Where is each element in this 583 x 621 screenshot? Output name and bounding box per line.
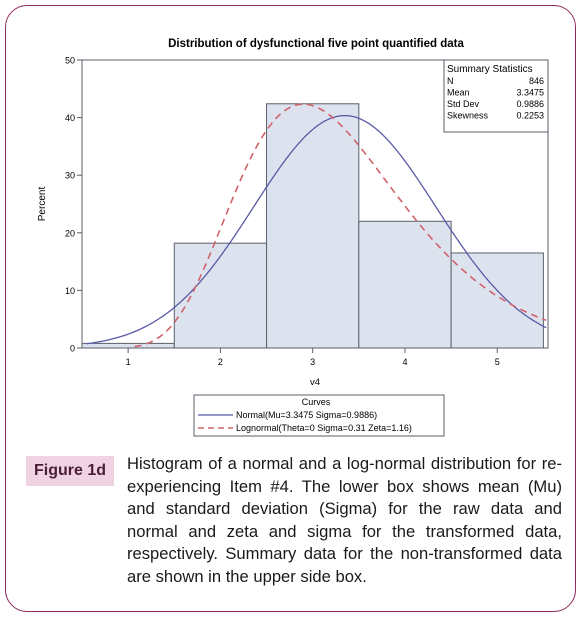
y-tick-label: 10: [65, 286, 75, 296]
summary-row-value: 3.3475: [516, 88, 544, 98]
summary-row-value: 0.9886: [516, 99, 544, 109]
y-tick-label: 40: [65, 113, 75, 123]
y-tick-label: 30: [65, 171, 75, 181]
curves-legend: Curves Normal(Mu=3.3475 Sigma=0.9886) Lo…: [193, 394, 445, 437]
summary-row-label: N: [447, 76, 454, 86]
y-tick-label: 50: [65, 56, 75, 66]
curves-legend-title: Curves: [302, 397, 331, 407]
legend-lognormal-label: Lognormal(Theta=0 Sigma=0.31 Zeta=1.16): [236, 423, 412, 433]
figure-frame: [5, 5, 576, 612]
plot-area: [81, 59, 549, 349]
histogram-chart: Distribution of dysfunctional five point…: [37, 38, 549, 437]
x-tick-label: 2: [218, 357, 223, 367]
normal-curve: [86, 114, 547, 345]
histogram-bar-1: [81, 342, 175, 349]
lognormal-curve: [134, 103, 547, 348]
summary-row-label: Std Dev: [447, 99, 480, 109]
summary-statistics-box: Summary Statistics N 846 Mean 3.3475 Std Dev…: [443, 59, 549, 133]
summary-row-label: Skewness: [447, 111, 489, 121]
figure-caption: Histogram of a normal and a log-normal d…: [127, 454, 562, 586]
summary-row-label: Mean: [447, 88, 470, 98]
legend-normal-label: Normal(Mu=3.3475 Sigma=0.9886): [236, 410, 377, 420]
summary-row-value: 0.2253: [516, 111, 544, 121]
x-tick-label: 4: [402, 357, 407, 367]
x-axis-label: v4: [310, 377, 320, 388]
y-tick-label: 0: [70, 344, 75, 354]
y-axis-label: Percent: [37, 187, 48, 222]
figure-label: Figure 1d: [26, 456, 114, 486]
histogram-bar-4: [358, 220, 452, 349]
x-tick-label: 5: [495, 357, 500, 367]
x-tick-label: 3: [310, 357, 315, 367]
histogram-bar-5: [450, 252, 544, 349]
y-tick-label: 20: [65, 228, 75, 238]
summary-row-value: 846: [529, 76, 544, 86]
chart-title: Distribution of dysfunctional five point…: [168, 38, 464, 50]
x-tick-label: 1: [126, 357, 131, 367]
summary-title: Summary Statistics: [447, 64, 533, 75]
histogram-bar-2: [173, 242, 268, 349]
histogram-bar-3: [266, 103, 360, 349]
